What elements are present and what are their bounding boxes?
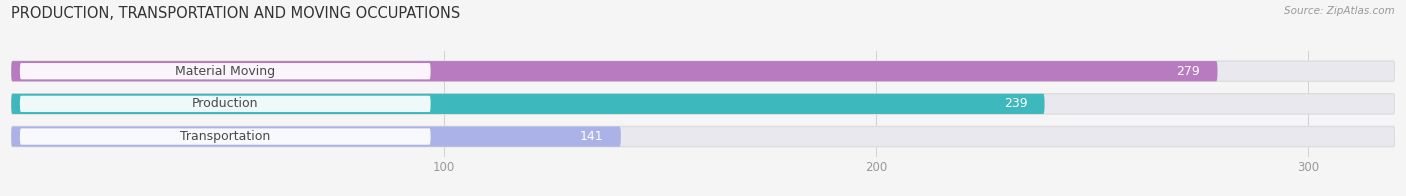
Text: Source: ZipAtlas.com: Source: ZipAtlas.com (1284, 6, 1395, 16)
FancyBboxPatch shape (11, 126, 1395, 147)
FancyBboxPatch shape (11, 94, 1395, 114)
Text: 239: 239 (1004, 97, 1028, 110)
Text: PRODUCTION, TRANSPORTATION AND MOVING OCCUPATIONS: PRODUCTION, TRANSPORTATION AND MOVING OC… (11, 6, 461, 21)
Text: Production: Production (193, 97, 259, 110)
Text: Transportation: Transportation (180, 130, 270, 143)
FancyBboxPatch shape (11, 61, 1395, 81)
Text: Material Moving: Material Moving (176, 65, 276, 78)
FancyBboxPatch shape (11, 94, 1045, 114)
FancyBboxPatch shape (20, 63, 430, 79)
FancyBboxPatch shape (20, 128, 430, 145)
FancyBboxPatch shape (11, 61, 1218, 81)
Text: 279: 279 (1177, 65, 1201, 78)
FancyBboxPatch shape (11, 126, 621, 147)
FancyBboxPatch shape (20, 96, 430, 112)
Text: 141: 141 (579, 130, 603, 143)
